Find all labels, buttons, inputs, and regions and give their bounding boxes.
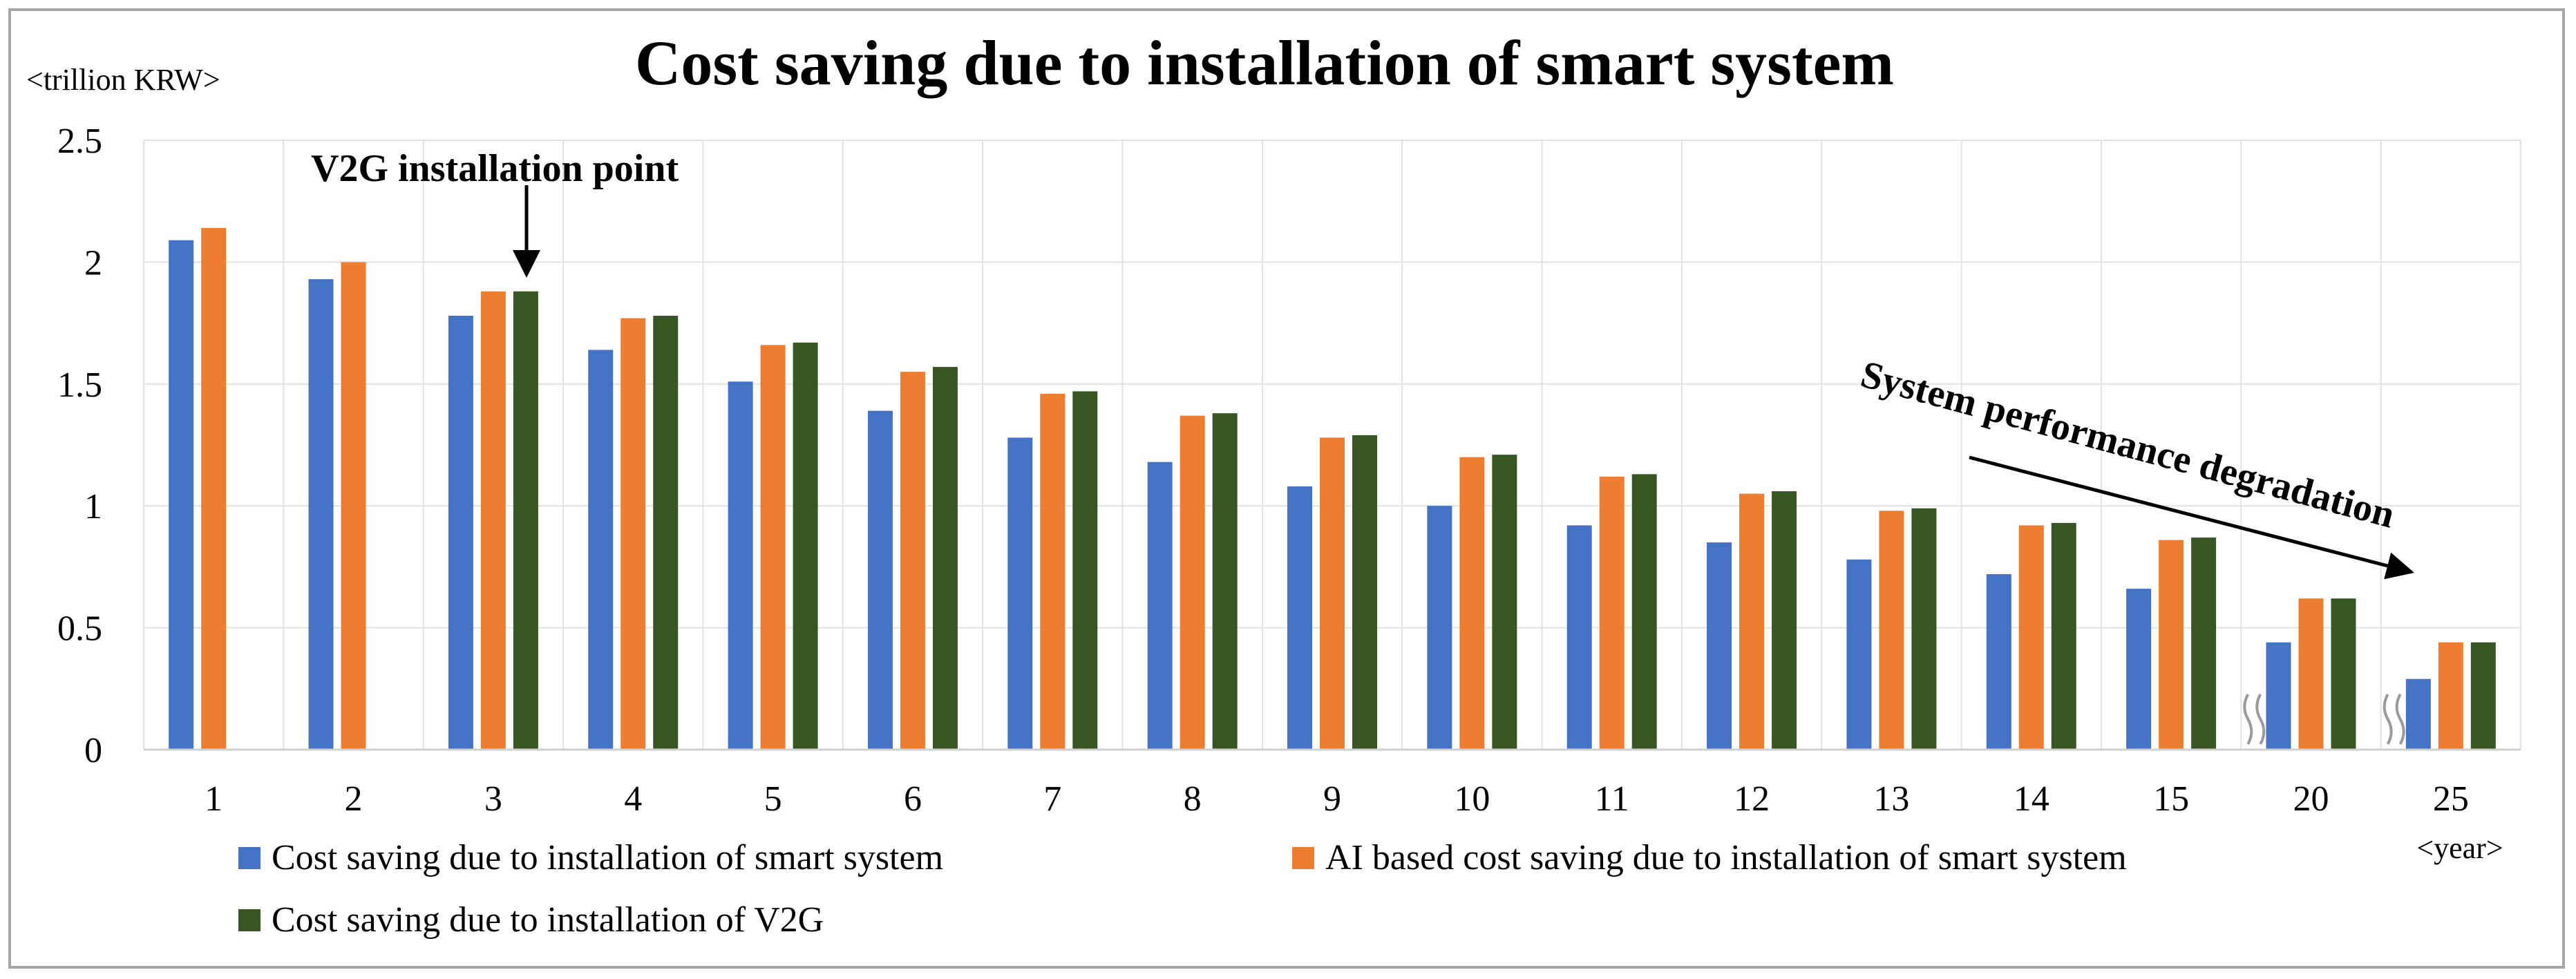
bar bbox=[1772, 491, 1797, 750]
bar bbox=[2191, 538, 2217, 750]
bar bbox=[1320, 437, 1345, 750]
x-tick-label: 9 bbox=[1323, 779, 1341, 819]
bar bbox=[793, 342, 818, 750]
legend-swatch bbox=[1292, 847, 1314, 869]
x-axis-ticks: 1 2 3 4 5 6 7 8 9 10 11 12 13 14 15 20 25 bbox=[205, 779, 2469, 819]
x-tick-label: 15 bbox=[2153, 779, 2189, 819]
x-tick-label: 1 bbox=[205, 779, 222, 819]
bar bbox=[1180, 415, 1205, 750]
degradation-annotation: System performance degradation bbox=[1857, 353, 2399, 537]
bar bbox=[2438, 642, 2463, 750]
bar bbox=[1986, 573, 2011, 750]
bar bbox=[1427, 506, 1452, 750]
legend-label: Cost saving due to installation of smart… bbox=[272, 838, 943, 877]
y-axis-unit-label: <trillion KRW> bbox=[26, 63, 220, 97]
bar bbox=[1566, 525, 1592, 750]
x-tick-label: 4 bbox=[624, 779, 642, 819]
chart-frame bbox=[8, 8, 2565, 969]
bar bbox=[201, 228, 227, 750]
axis-break-mark bbox=[2383, 694, 2393, 745]
bar bbox=[1072, 391, 1098, 750]
legend-label: Cost saving due to installation of V2G bbox=[272, 900, 824, 940]
bars bbox=[169, 228, 2496, 750]
y-tick-label: 0.5 bbox=[57, 609, 102, 649]
bar bbox=[588, 350, 614, 750]
bar bbox=[2405, 678, 2431, 750]
bar bbox=[1599, 476, 1625, 750]
bar bbox=[448, 316, 473, 750]
bar bbox=[653, 316, 679, 750]
legend-swatch bbox=[238, 909, 261, 931]
bar bbox=[932, 367, 958, 750]
bar bbox=[2159, 540, 2184, 750]
bar bbox=[2051, 522, 2076, 750]
v2g-installation-annotation: V2G installation point bbox=[311, 147, 679, 190]
chart-title: Cost saving due to installation of smart… bbox=[635, 28, 1894, 98]
x-tick-label: 20 bbox=[2293, 779, 2329, 819]
x-tick-label: 25 bbox=[2433, 779, 2469, 819]
bar bbox=[308, 279, 334, 750]
degradation-arrow bbox=[1969, 455, 2414, 580]
bar bbox=[2331, 598, 2356, 750]
x-axis-unit-label: <year> bbox=[2416, 831, 2503, 865]
bar bbox=[480, 291, 506, 750]
bar bbox=[341, 262, 366, 750]
x-tick-label: 6 bbox=[904, 779, 922, 819]
bar bbox=[1846, 559, 1872, 750]
bar bbox=[900, 372, 925, 750]
y-tick-label: 1 bbox=[84, 487, 102, 526]
bar bbox=[621, 318, 646, 750]
y-tick-label: 1.5 bbox=[57, 365, 102, 405]
bar bbox=[2266, 642, 2291, 750]
bar bbox=[1212, 413, 1238, 750]
x-tick-label: 8 bbox=[1184, 779, 1202, 819]
bar bbox=[1040, 393, 1066, 750]
bar bbox=[1459, 457, 1485, 750]
y-tick-label: 0 bbox=[84, 731, 102, 770]
bar bbox=[2470, 642, 2496, 750]
bar bbox=[1007, 437, 1033, 750]
bar bbox=[1911, 508, 1937, 750]
x-tick-label: 10 bbox=[1454, 779, 1490, 819]
bar bbox=[1352, 435, 1377, 750]
y-tick-label: 2.5 bbox=[57, 122, 102, 161]
x-tick-label: 12 bbox=[1734, 779, 1770, 819]
bar bbox=[2126, 589, 2152, 750]
x-tick-label: 14 bbox=[2014, 779, 2049, 819]
bar bbox=[1287, 486, 1312, 750]
bar bbox=[1492, 455, 1517, 750]
legend-label: AI based cost saving due to installation… bbox=[1325, 838, 2127, 877]
bar bbox=[1707, 542, 1732, 750]
y-axis-ticks: 0 0.5 1 1.5 2 2.5 bbox=[57, 122, 102, 770]
y-tick-label: 2 bbox=[84, 243, 102, 283]
bar bbox=[1147, 462, 1173, 750]
x-tick-label: 13 bbox=[1873, 779, 1909, 819]
bar bbox=[169, 240, 194, 750]
x-tick-label: 2 bbox=[345, 779, 363, 819]
bar bbox=[513, 291, 538, 750]
x-tick-label: 5 bbox=[764, 779, 782, 819]
bar bbox=[1739, 493, 1765, 750]
bar bbox=[867, 410, 893, 750]
x-tick-label: 3 bbox=[484, 779, 502, 819]
bar bbox=[1631, 474, 1657, 750]
axis-break-mark bbox=[2395, 694, 2405, 745]
axis-break-mark bbox=[2255, 694, 2266, 745]
bar bbox=[1879, 511, 1904, 750]
legend-swatch bbox=[238, 847, 261, 869]
x-tick-label: 11 bbox=[1595, 779, 1629, 819]
bar bbox=[2018, 525, 2044, 750]
bar bbox=[728, 381, 753, 750]
bar bbox=[2298, 598, 2324, 750]
axis-break-mark bbox=[2243, 694, 2253, 745]
bar bbox=[760, 345, 786, 750]
x-tick-label: 7 bbox=[1043, 779, 1061, 819]
legend: Cost saving due to installation of smart… bbox=[238, 838, 2127, 940]
axis-break-marks bbox=[2243, 694, 2405, 745]
